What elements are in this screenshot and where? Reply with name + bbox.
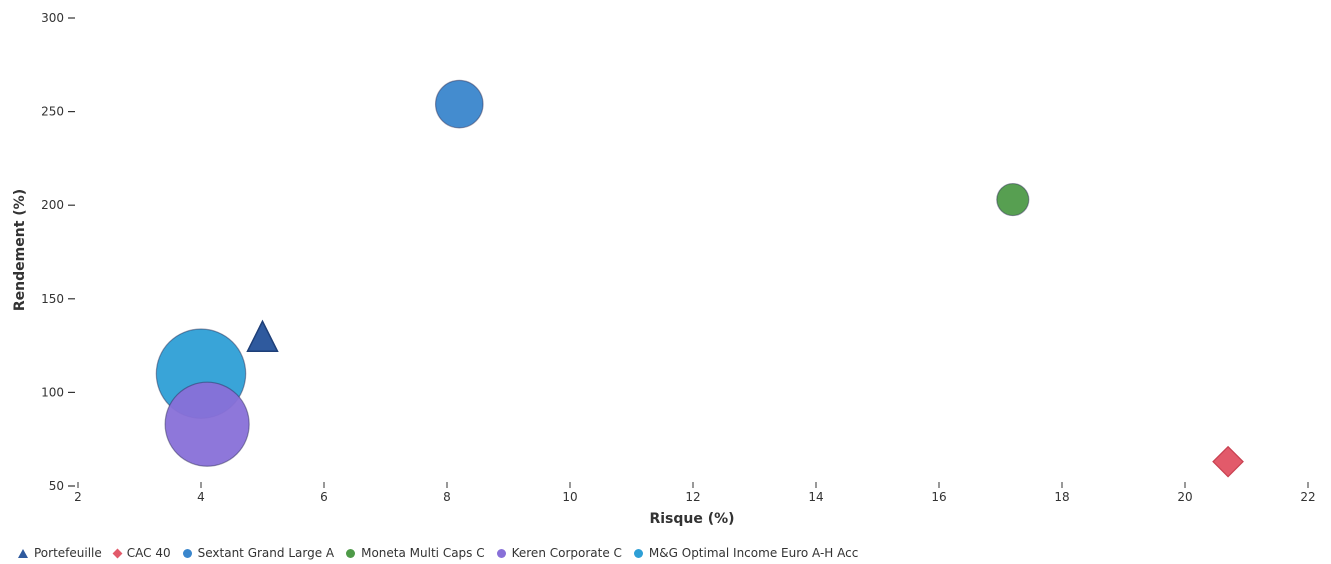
x-tick-label: 14 bbox=[808, 490, 823, 504]
circle-marker-icon bbox=[633, 548, 643, 558]
legend-label: Keren Corporate C bbox=[511, 546, 622, 560]
bubble-chart: 50 100 150 200 250 300 2 4 6 8 10 12 14 16 18 20 22 Ris… bbox=[12, 11, 1316, 527]
circle-marker-icon bbox=[346, 548, 356, 558]
y-tick-label: 150 bbox=[41, 292, 64, 306]
circle-marker-icon bbox=[182, 548, 192, 558]
legend-label: M&G Optimal Income Euro A-H Acc bbox=[648, 546, 859, 560]
x-tick-label: 22 bbox=[1300, 490, 1315, 504]
point-portefeuille[interactable] bbox=[246, 319, 279, 352]
bubble-sextant-grand-large-a[interactable] bbox=[434, 79, 484, 129]
legend-item-portefeuille[interactable]: Portefeuille bbox=[18, 546, 102, 560]
y-tick-label: 200 bbox=[41, 198, 64, 212]
bubble-keren-corporate-c[interactable] bbox=[164, 381, 250, 467]
y-tick-label: 100 bbox=[41, 385, 64, 399]
y-tick-label: 250 bbox=[41, 105, 64, 119]
y-tick-label: 300 bbox=[41, 11, 64, 25]
chart-legend: Portefeuille CAC 40 Sextant Grand Large A M… bbox=[18, 544, 858, 562]
bubble-moneta-multi-caps-c[interactable] bbox=[996, 182, 1030, 217]
diamond-marker-icon bbox=[112, 548, 123, 558]
y-axis-title: Rendement (%) bbox=[12, 189, 28, 311]
x-tick-label: 4 bbox=[197, 490, 205, 504]
y-tick-label: 50 bbox=[49, 479, 64, 493]
legend-label: CAC 40 bbox=[126, 546, 171, 560]
legend-label: Moneta Multi Caps C bbox=[361, 546, 485, 560]
x-tick-label: 10 bbox=[562, 490, 577, 504]
x-tick-label: 6 bbox=[320, 490, 328, 504]
legend-item-sextant-grand-large-a[interactable]: Sextant Grand Large A bbox=[182, 546, 335, 560]
legend-item-m-g-optimal-income-euro-a-h-acc[interactable]: M&G Optimal Income Euro A-H Acc bbox=[633, 546, 859, 560]
legend-item-cac-40[interactable]: CAC 40 bbox=[112, 546, 171, 560]
x-tick-label: 18 bbox=[1054, 490, 1069, 504]
x-tick-label: 2 bbox=[74, 490, 82, 504]
x-axis: 2 4 6 8 10 12 14 16 18 20 22 bbox=[74, 482, 1316, 504]
x-axis-title: Risque (%) bbox=[649, 511, 734, 527]
triangle-marker-icon bbox=[18, 548, 28, 558]
x-tick-label: 20 bbox=[1177, 490, 1192, 504]
legend-label: Portefeuille bbox=[34, 546, 102, 560]
circle-marker-icon bbox=[496, 548, 506, 558]
legend-item-keren-corporate-c[interactable]: Keren Corporate C bbox=[496, 546, 622, 560]
y-axis: 50 100 150 200 250 300 bbox=[41, 11, 75, 493]
x-tick-label: 16 bbox=[931, 490, 946, 504]
chart-marks bbox=[155, 79, 1244, 478]
legend-label: Sextant Grand Large A bbox=[197, 546, 335, 560]
point-cac-40[interactable] bbox=[1212, 445, 1244, 478]
x-tick-label: 12 bbox=[685, 490, 700, 504]
x-tick-label: 8 bbox=[443, 490, 451, 504]
legend-item-moneta-multi-caps-c[interactable]: Moneta Multi Caps C bbox=[346, 546, 485, 560]
